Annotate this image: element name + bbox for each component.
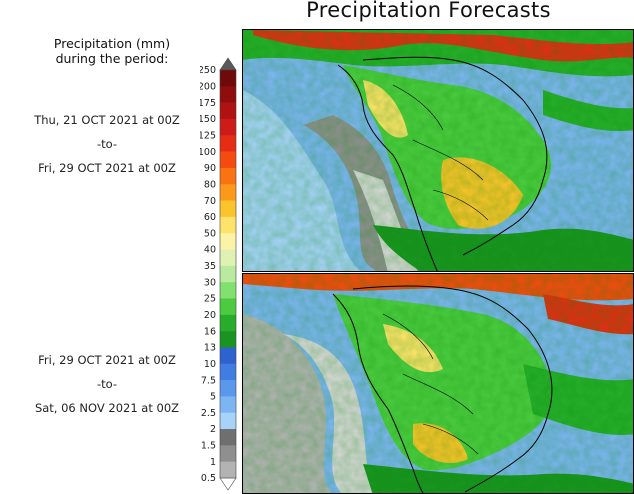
colorbar-bottom-cap	[219, 477, 237, 491]
forecast-map-week1-canvas	[243, 30, 633, 271]
colorbar-tick-label: 250	[200, 65, 216, 76]
legend-title: Precipitation (mm) during the period:	[34, 36, 190, 66]
colorbar-tick-label: 50	[204, 228, 216, 239]
colorbar-tick-label: 5	[210, 392, 216, 403]
precipitation-colorbar: 2502001751501251009080706050403530252016…	[200, 57, 237, 491]
colorbar-swatch	[220, 331, 236, 348]
colorbar-swatch	[220, 461, 236, 479]
forecast-map-week2	[242, 273, 634, 494]
colorbar-tick-label: 13	[204, 343, 216, 354]
coastline	[337, 56, 548, 271]
colorbar-frame	[219, 69, 237, 479]
colorbar-tick-label: 60	[204, 212, 216, 223]
colorbar-tick-label: 90	[204, 163, 216, 174]
colorbar-swatch	[220, 151, 236, 169]
colorbar-tick-label: 70	[204, 196, 216, 207]
colorbar-tick-label: 7.5	[201, 375, 216, 386]
colorbar-tick-label: 200	[200, 82, 216, 93]
colorbar-tick-label: 20	[204, 310, 216, 321]
colorbar-tick-label: 2	[210, 424, 216, 435]
colorbar-swatch	[220, 167, 236, 185]
colorbar-tick-label: 1.5	[201, 441, 216, 452]
colorbar-swatch	[220, 102, 236, 120]
coastline	[332, 285, 553, 493]
colorbar-swatch	[220, 86, 236, 103]
colorbar-tick-label: 125	[200, 130, 216, 141]
colorbar-tick-label: 35	[204, 261, 216, 272]
period-1-end: Fri, 29 OCT 2021 at 00Z	[38, 161, 176, 175]
colorbar-swatch	[220, 249, 236, 267]
legend-title-line2: during the period:	[55, 51, 169, 66]
colorbar-tick-label: 25	[204, 294, 216, 305]
period-2-end: Sat, 06 NOV 2021 at 00Z	[34, 401, 180, 415]
colorbar-swatch	[220, 282, 236, 299]
colorbar-swatch	[220, 396, 236, 414]
colorbar-swatch	[220, 314, 236, 332]
period-2-start: Fri, 29 OCT 2021 at 00Z	[38, 353, 176, 367]
colorbar-swatch	[220, 70, 236, 87]
colorbar-swatch	[220, 412, 236, 430]
forecast-map-week1	[242, 29, 634, 272]
period-2-separator: -to-	[96, 377, 118, 391]
period-1-start: Thu, 21 OCT 2021 at 00Z	[34, 113, 180, 127]
colorbar-swatch	[220, 184, 236, 201]
colorbar-tick-label: 16	[204, 326, 216, 337]
precip-texture	[243, 274, 633, 493]
colorbar-swatch	[220, 265, 236, 283]
colorbar-swatch	[220, 216, 236, 234]
colorbar-swatch	[220, 380, 236, 397]
colorbar-swatch	[220, 445, 236, 462]
country-borders	[382, 313, 479, 455]
period-1-label: Thu, 21 OCT 2021 at 00Z -to- Fri, 29 OCT…	[0, 108, 214, 180]
colorbar-tick-label: 175	[200, 98, 216, 109]
country-borders	[392, 84, 489, 221]
forecast-map-week2-canvas	[243, 274, 633, 493]
precip-texture	[243, 30, 633, 271]
colorbar-tick-label: 2.5	[201, 408, 216, 419]
colorbar-swatch	[220, 118, 236, 136]
colorbar-tick-label: 40	[204, 245, 216, 256]
colorbar-tick-label: 0.5	[201, 473, 216, 484]
colorbar-tick-label: 30	[204, 277, 216, 288]
colorbar-swatch	[220, 135, 236, 152]
colorbar-tick-label: 1	[210, 457, 216, 468]
colorbar-top-cap	[219, 57, 237, 71]
period-1-separator: -to-	[96, 137, 118, 151]
period-2-label: Fri, 29 OCT 2021 at 00Z -to- Sat, 06 NOV…	[0, 348, 214, 420]
colorbar-tick-label: 150	[200, 114, 216, 125]
legend-title-line1: Precipitation (mm)	[53, 36, 171, 51]
colorbar-tick-label: 100	[200, 147, 216, 158]
colorbar-swatch	[220, 200, 236, 218]
colorbar-tick-label: 80	[204, 179, 216, 190]
colorbar-swatch	[220, 298, 236, 316]
colorbar-swatch	[220, 429, 236, 446]
colorbar-swatch	[220, 233, 236, 250]
colorbar-tick-label: 10	[204, 359, 216, 370]
colorbar-swatch	[220, 347, 236, 365]
colorbar-swatch	[220, 363, 236, 381]
page-title: Precipitation Forecasts	[306, 0, 551, 22]
